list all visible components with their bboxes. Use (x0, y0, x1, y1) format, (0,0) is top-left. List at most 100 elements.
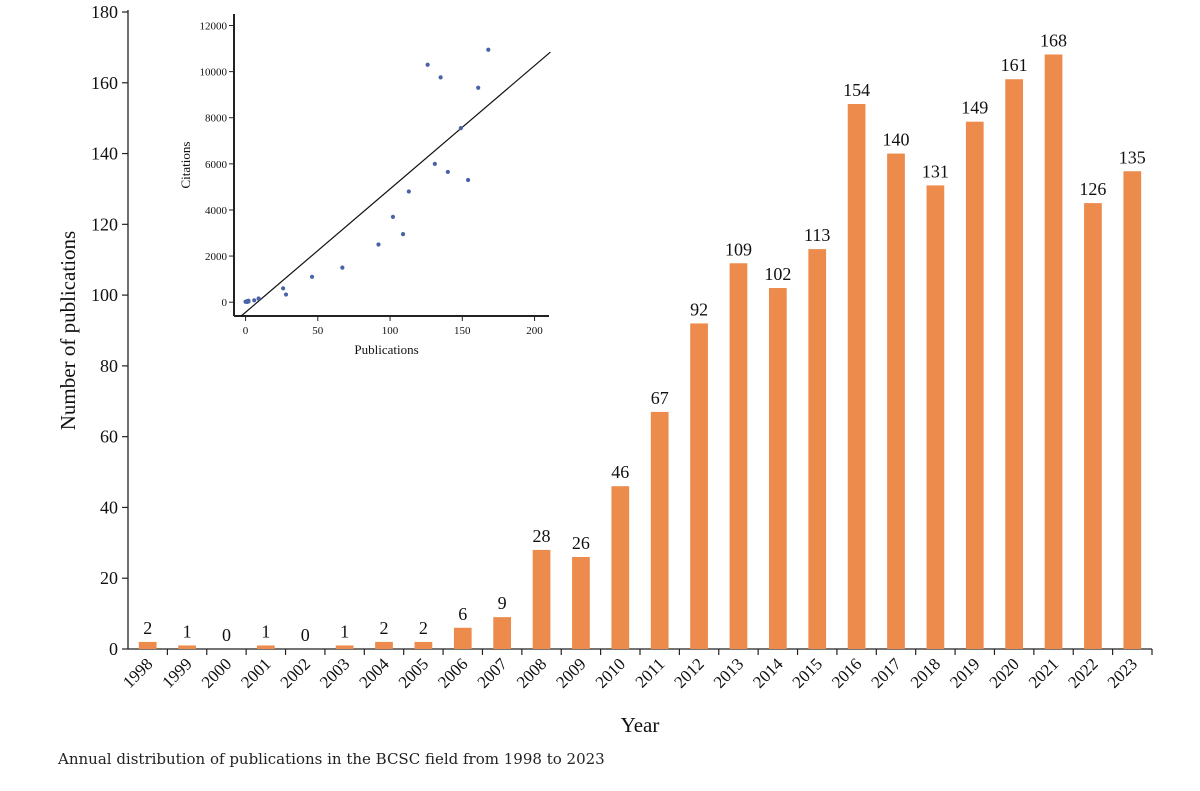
bar-2013 (729, 263, 748, 649)
data-label: 67 (651, 388, 669, 408)
bar-2010 (611, 486, 630, 649)
bar-2023 (1123, 171, 1142, 649)
data-label: 2 (143, 618, 152, 638)
data-label: 1 (183, 621, 192, 641)
inset-scatter-point (252, 298, 257, 303)
inset-y-tick-label: 4000 (205, 205, 228, 217)
inset-x-tick-label: 100 (382, 325, 399, 337)
bar-2003 (335, 645, 354, 649)
bar-2022 (1084, 203, 1102, 649)
data-label: 2 (380, 618, 389, 638)
y-tick-label: 0 (109, 639, 118, 659)
data-label: 9 (498, 593, 507, 613)
y-tick-label: 40 (100, 497, 118, 517)
figure-caption: Annual distribution of publications in t… (58, 750, 605, 768)
y-axis-title: Number of publications (56, 231, 80, 430)
inset-y-tick-label: 2000 (205, 251, 228, 263)
data-label: 0 (222, 625, 231, 645)
inset-x-axis-title: Publications (354, 342, 418, 357)
x-tick-label: 2016 (828, 654, 865, 691)
inset-scatter-point (376, 242, 381, 247)
inset-y-axis-title: Citations (178, 142, 193, 189)
inset-y-tick-label: 6000 (205, 159, 228, 171)
y-tick-label: 60 (100, 427, 118, 447)
data-label: 26 (572, 533, 590, 553)
y-tick-label: 80 (100, 356, 118, 376)
bar-2008 (532, 549, 551, 649)
x-tick-label: 2005 (395, 654, 432, 691)
inset-scatter-point (432, 161, 437, 166)
data-label: 28 (533, 526, 551, 546)
y-tick-label: 100 (91, 285, 118, 305)
bar-1998 (138, 641, 157, 649)
inset-x-tick-label: 0 (243, 325, 249, 337)
bar-2016 (847, 104, 866, 649)
inset-scatter-point (283, 292, 289, 297)
data-label: 109 (725, 239, 752, 259)
inset-scatter-point (476, 85, 481, 90)
x-tick-label: 2014 (749, 654, 787, 692)
x-tick-label: 1999 (158, 654, 195, 691)
bar-2009 (572, 556, 590, 649)
x-tick-label: 2007 (474, 654, 512, 692)
x-tick-label: 2018 (907, 654, 944, 691)
inset-y-tick-label: 8000 (205, 113, 228, 125)
bar-1999 (178, 645, 196, 649)
bar-2004 (375, 641, 393, 649)
data-label: 2 (419, 618, 428, 638)
x-tick-label: 2006 (434, 654, 471, 691)
x-tick-label: 2013 (710, 654, 747, 691)
inset-y-tick-label: 0 (222, 297, 228, 309)
y-tick-label: 120 (91, 214, 118, 234)
inset-y-tick-label: 12000 (200, 21, 228, 33)
data-label: 46 (611, 462, 629, 482)
x-axis-title: Year (621, 713, 660, 737)
bar-2014 (768, 288, 787, 649)
bar-2006 (453, 627, 472, 649)
x-tick-label: 1998 (119, 654, 156, 691)
inset-scatter-point (445, 169, 450, 175)
data-label: 161 (1001, 55, 1028, 75)
x-tick-label: 2023 (1104, 654, 1141, 691)
inset-x-tick-label: 200 (526, 325, 543, 337)
inset-scatter-point (438, 75, 443, 80)
x-tick-label: 2011 (631, 654, 668, 691)
x-tick-label: 2009 (552, 654, 589, 691)
inset-trendline (240, 51, 551, 317)
data-label: 1 (340, 621, 349, 641)
bar-2020 (1005, 79, 1024, 649)
bar-2001 (256, 645, 275, 649)
x-tick-label: 2004 (355, 654, 393, 692)
bar-2018 (926, 185, 945, 649)
inset-scatter-point (465, 177, 471, 183)
x-tick-label: 2015 (789, 654, 826, 691)
y-tick-label: 20 (100, 568, 118, 588)
y-tick-label: 160 (91, 73, 118, 93)
inset-scatter-point (246, 299, 251, 304)
data-label: 6 (458, 604, 467, 624)
inset-scatter-point (390, 214, 396, 219)
data-label: 1 (261, 621, 270, 641)
data-label: 140 (883, 130, 910, 150)
data-label: 168 (1040, 30, 1067, 50)
data-label: 102 (764, 264, 791, 284)
x-tick-label: 2019 (946, 654, 983, 691)
bar-2015 (808, 249, 827, 649)
bar-2011 (650, 411, 669, 649)
data-label: 135 (1119, 147, 1146, 167)
data-label: 131 (922, 161, 949, 181)
inset-y-tick-label: 10000 (200, 67, 228, 79)
y-tick-label: 140 (91, 144, 118, 164)
bar-2005 (414, 641, 433, 649)
data-label: 149 (961, 98, 988, 118)
inset-scatter-point (486, 47, 491, 52)
inset-scatter-point (406, 189, 411, 194)
data-label: 92 (690, 299, 708, 319)
inset-x-tick-label: 150 (454, 325, 471, 337)
x-tick-label: 2001 (237, 654, 274, 691)
inset-scatter-point (425, 62, 430, 67)
x-tick-label: 2020 (986, 654, 1023, 691)
x-tick-label: 2002 (277, 654, 314, 691)
x-tick-label: 2022 (1064, 654, 1101, 691)
